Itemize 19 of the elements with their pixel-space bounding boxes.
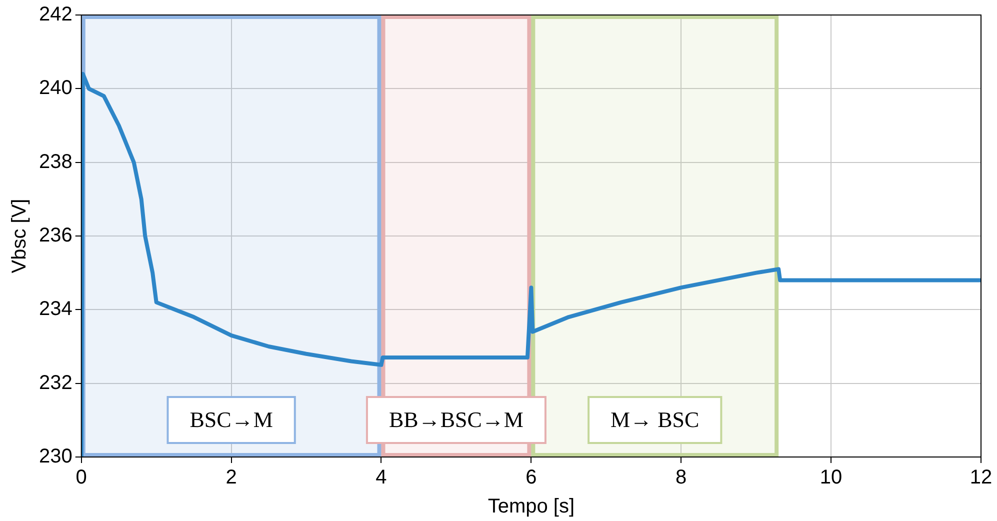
- y-tick-label: 238: [38, 150, 72, 173]
- band-label: BSC→M: [190, 406, 273, 432]
- x-tick-label: 2: [226, 466, 237, 489]
- y-tick-label: 242: [38, 4, 72, 26]
- y-tick-label: 240: [38, 77, 72, 100]
- y-tick-label: 234: [38, 298, 72, 320]
- band-label: M→ BSC: [610, 406, 700, 432]
- y-tick-label: 236: [38, 224, 72, 247]
- x-tick-label: 12: [970, 466, 992, 489]
- x-tick-label: 0: [76, 466, 87, 489]
- band-label: BB→BSC→M: [388, 406, 524, 432]
- x-axis-title: Tempo [s]: [488, 496, 575, 518]
- x-tick-label: 8: [676, 466, 687, 489]
- y-tick-label: 232: [38, 372, 72, 394]
- x-tick-label: 10: [820, 466, 842, 489]
- y-tick-label: 230: [38, 446, 72, 468]
- y-axis-title: Vbsc [V]: [8, 198, 31, 274]
- x-tick-label: 6: [526, 466, 537, 489]
- x-tick-label: 4: [376, 466, 387, 489]
